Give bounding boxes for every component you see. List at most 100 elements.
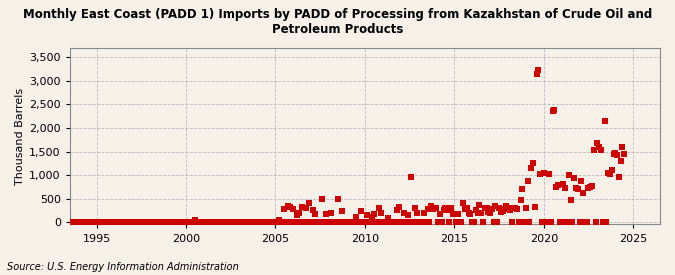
Point	[145, 220, 156, 224]
Point	[335, 220, 346, 224]
Point	[612, 153, 622, 158]
Point	[61, 220, 72, 224]
Point	[209, 220, 220, 224]
Point	[385, 220, 396, 224]
Point	[608, 152, 619, 156]
Point	[354, 220, 365, 224]
Point	[402, 212, 413, 217]
Point	[140, 220, 151, 224]
Point	[329, 220, 340, 224]
Point	[477, 220, 488, 224]
Point	[234, 220, 245, 224]
Point	[120, 220, 131, 224]
Point	[259, 220, 270, 224]
Point	[542, 220, 553, 224]
Point	[157, 220, 168, 224]
Point	[515, 197, 526, 202]
Point	[299, 220, 310, 224]
Point	[456, 220, 467, 224]
Point	[495, 210, 506, 214]
Point	[375, 210, 386, 215]
Point	[324, 220, 335, 224]
Point	[86, 220, 97, 224]
Y-axis label: Thousand Barrels: Thousand Barrels	[15, 88, 25, 185]
Point	[190, 218, 200, 222]
Point	[454, 220, 465, 224]
Point	[410, 205, 421, 210]
Point	[193, 220, 204, 224]
Point	[363, 220, 374, 224]
Point	[319, 220, 329, 224]
Point	[535, 172, 545, 176]
Point	[558, 182, 569, 187]
Point	[418, 210, 429, 215]
Point	[111, 220, 122, 224]
Point	[166, 220, 177, 224]
Point	[281, 220, 292, 224]
Point	[615, 159, 626, 163]
Point	[159, 220, 170, 224]
Point	[570, 186, 581, 190]
Point	[371, 220, 381, 224]
Point	[297, 205, 308, 209]
Point	[431, 205, 442, 210]
Point	[614, 175, 624, 180]
Point	[88, 220, 99, 224]
Point	[390, 220, 401, 224]
Point	[589, 148, 599, 152]
Point	[277, 220, 288, 224]
Point	[610, 151, 621, 156]
Point	[130, 220, 141, 224]
Point	[587, 184, 597, 188]
Point	[200, 220, 211, 224]
Point	[358, 220, 369, 224]
Point	[195, 220, 206, 224]
Point	[356, 209, 367, 213]
Point	[151, 220, 161, 224]
Point	[452, 212, 463, 216]
Point	[617, 145, 628, 149]
Point	[493, 206, 504, 210]
Point	[406, 175, 416, 180]
Point	[392, 208, 402, 213]
Point	[446, 206, 456, 211]
Point	[426, 204, 437, 208]
Point	[270, 220, 281, 224]
Point	[487, 207, 497, 211]
Point	[340, 220, 350, 224]
Point	[320, 211, 331, 216]
Point	[564, 173, 574, 177]
Point	[105, 220, 116, 224]
Point	[184, 220, 195, 224]
Point	[294, 210, 304, 215]
Point	[603, 170, 614, 175]
Point	[325, 210, 336, 215]
Point	[565, 197, 576, 202]
Point	[435, 211, 446, 216]
Point	[422, 207, 433, 211]
Point	[338, 220, 349, 224]
Point	[272, 220, 283, 224]
Point	[601, 220, 612, 224]
Point	[109, 220, 120, 224]
Point	[513, 220, 524, 224]
Point	[288, 207, 299, 212]
Point	[263, 220, 274, 224]
Point	[350, 215, 361, 220]
Point	[171, 220, 182, 224]
Point	[472, 210, 483, 215]
Point	[501, 204, 512, 208]
Point	[401, 220, 412, 224]
Point	[68, 220, 79, 224]
Point	[148, 220, 159, 224]
Point	[202, 220, 213, 224]
Point	[517, 187, 528, 191]
Point	[161, 220, 172, 224]
Point	[309, 211, 320, 216]
Point	[55, 220, 66, 224]
Point	[243, 220, 254, 224]
Point	[553, 183, 564, 187]
Point	[421, 220, 431, 224]
Point	[290, 220, 300, 224]
Point	[100, 220, 111, 224]
